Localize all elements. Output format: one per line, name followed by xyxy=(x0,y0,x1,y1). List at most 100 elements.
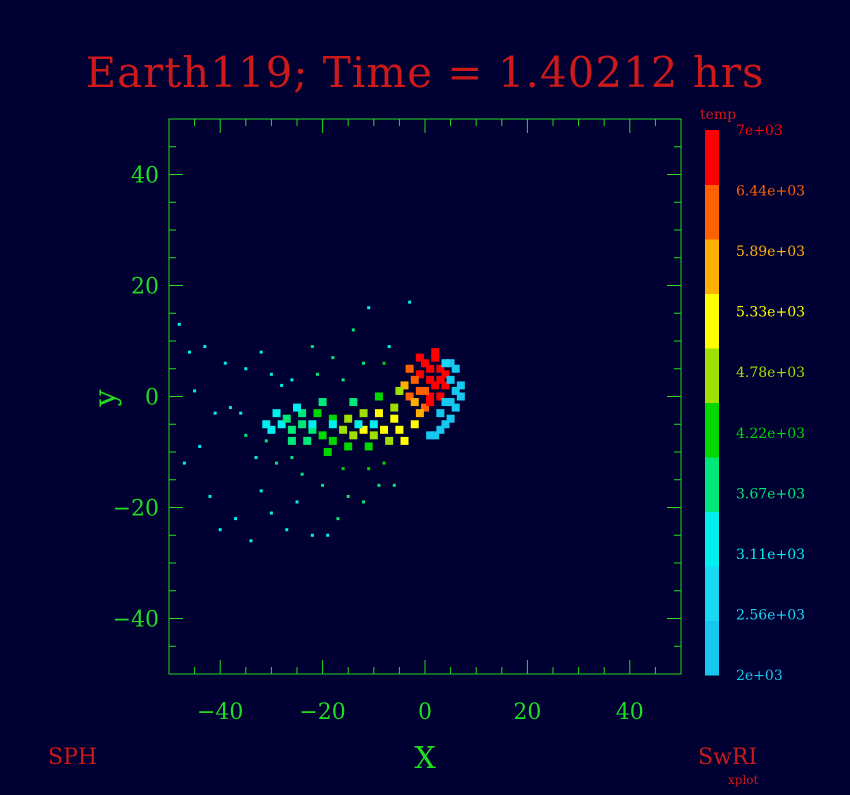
data-point xyxy=(436,425,445,434)
data-point xyxy=(349,431,358,440)
data-point xyxy=(328,414,337,423)
data-point xyxy=(385,436,394,445)
data-point xyxy=(431,381,440,390)
data-point xyxy=(441,381,450,390)
data-point xyxy=(344,442,353,451)
data-point xyxy=(415,386,424,395)
colorbar-segment xyxy=(705,620,719,676)
data-point xyxy=(436,375,445,384)
data-point xyxy=(410,398,419,407)
data-point xyxy=(339,425,348,434)
colorbar-level-label: 4.78e+03 xyxy=(736,365,805,381)
data-point xyxy=(431,353,440,362)
data-point xyxy=(341,378,345,382)
data-point xyxy=(234,517,238,521)
data-point xyxy=(364,442,373,451)
data-point xyxy=(244,433,248,437)
data-point xyxy=(421,359,429,368)
data-point xyxy=(436,392,445,401)
data-point xyxy=(354,420,363,429)
data-point xyxy=(259,489,263,493)
data-point xyxy=(187,350,191,354)
colorbar-level-label: 2e+03 xyxy=(736,668,783,684)
x-tick-label: 20 xyxy=(513,700,541,725)
data-point xyxy=(198,444,202,448)
data-point xyxy=(267,425,276,434)
data-point xyxy=(310,533,314,537)
data-point xyxy=(303,436,312,445)
data-point xyxy=(254,456,258,460)
data-point xyxy=(341,467,345,471)
data-point xyxy=(421,386,429,395)
data-point xyxy=(223,361,227,365)
data-point xyxy=(318,431,327,440)
colorbar-label: temp xyxy=(700,107,736,123)
colorbar-level-label: 3.11e+03 xyxy=(736,547,805,563)
colorbar-segment xyxy=(705,184,719,240)
data-point xyxy=(349,398,358,407)
data-point xyxy=(395,425,404,434)
data-point xyxy=(359,425,368,434)
data-point xyxy=(182,461,186,465)
colorbar: 2e+03 2.56e+03 3.11e+03 3.67e+03 4.22e+03 4.7… xyxy=(705,123,805,684)
data-point xyxy=(177,322,181,326)
data-point xyxy=(277,420,286,429)
data-point xyxy=(390,403,399,412)
data-point xyxy=(382,361,386,365)
data-point xyxy=(300,472,304,476)
data-point xyxy=(282,414,291,423)
data-point xyxy=(336,517,340,521)
data-point xyxy=(446,414,455,423)
data-point xyxy=(228,406,232,410)
x-tick-label: −40 xyxy=(197,700,243,725)
data-point xyxy=(272,409,281,418)
footer-right-sub: xplot xyxy=(728,773,759,787)
colorbar-level-label: 5.33e+03 xyxy=(736,305,805,321)
data-point xyxy=(290,378,294,382)
data-point xyxy=(441,370,450,379)
data-point xyxy=(318,398,327,407)
colorbar-segment xyxy=(705,402,719,458)
data-point xyxy=(405,364,414,373)
y-axis-label: y xyxy=(88,389,123,407)
data-point xyxy=(380,425,389,434)
data-point xyxy=(436,364,445,373)
data-point xyxy=(367,306,371,310)
data-point xyxy=(410,420,419,429)
data-point xyxy=(410,375,419,384)
data-point xyxy=(431,431,440,440)
data-point xyxy=(344,414,353,423)
data-point xyxy=(264,439,268,443)
data-point xyxy=(293,403,301,412)
y-tick-label: −20 xyxy=(113,497,159,522)
data-point xyxy=(315,372,319,376)
data-point xyxy=(208,494,212,498)
data-point xyxy=(310,345,314,349)
colorbar-level-label: 4.22e+03 xyxy=(736,426,805,442)
data-point xyxy=(451,364,460,373)
data-point xyxy=(446,398,455,407)
data-point xyxy=(244,367,248,371)
data-point xyxy=(308,425,317,434)
footer-right-label: SwRI xyxy=(698,745,758,770)
data-point xyxy=(193,389,197,393)
data-points xyxy=(177,300,465,543)
colorbar-segment xyxy=(705,457,719,512)
y-tick-label: 0 xyxy=(145,386,159,411)
data-point xyxy=(382,461,386,465)
data-point xyxy=(275,461,279,465)
data-point xyxy=(426,364,435,373)
data-point xyxy=(446,359,455,368)
data-point xyxy=(323,448,332,456)
data-point xyxy=(369,420,378,429)
data-point xyxy=(374,409,383,418)
data-point xyxy=(441,359,450,368)
data-point xyxy=(218,528,222,532)
data-point xyxy=(367,467,371,471)
data-point xyxy=(351,328,355,332)
data-point xyxy=(239,411,243,415)
data-point xyxy=(203,345,207,349)
data-point xyxy=(426,375,435,384)
data-point xyxy=(426,392,435,401)
data-point xyxy=(321,483,325,487)
